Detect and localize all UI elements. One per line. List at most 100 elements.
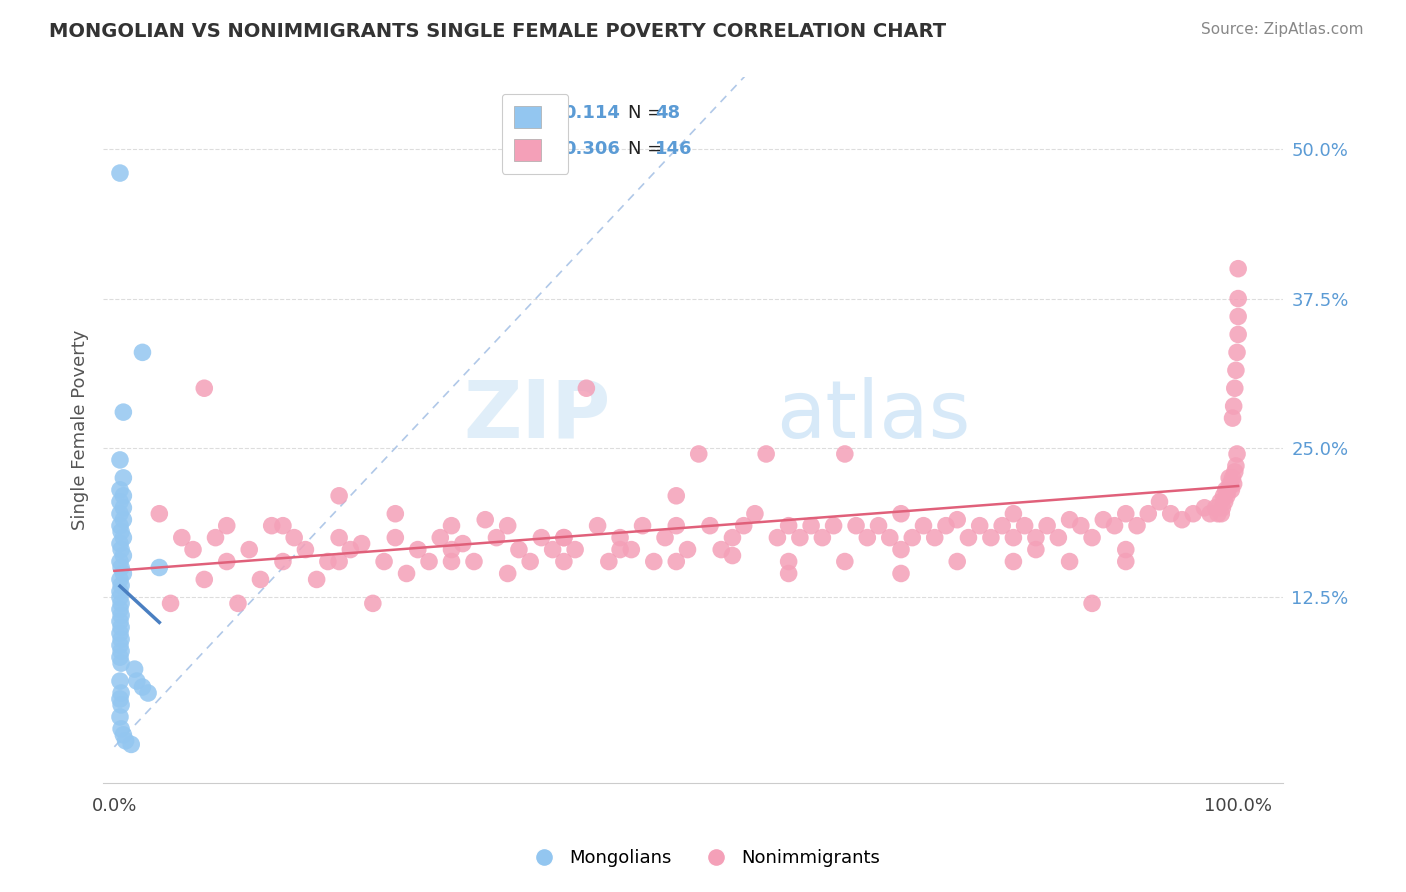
Point xyxy=(665,555,688,569)
Point xyxy=(1182,507,1205,521)
Legend: Mongolians, Nonimmigrants: Mongolians, Nonimmigrants xyxy=(519,842,887,874)
Legend: , : , xyxy=(502,94,568,174)
Point xyxy=(193,381,215,395)
Point xyxy=(1227,261,1250,276)
Point xyxy=(1014,518,1036,533)
Point xyxy=(112,566,135,581)
Text: ZIP: ZIP xyxy=(463,377,610,455)
Point xyxy=(1149,495,1171,509)
Point xyxy=(260,518,283,533)
Point xyxy=(1225,458,1247,473)
Point xyxy=(991,518,1014,533)
Point xyxy=(665,518,688,533)
Point xyxy=(688,447,710,461)
Point xyxy=(1025,542,1047,557)
Point xyxy=(373,555,395,569)
Point xyxy=(108,166,131,180)
Text: 146: 146 xyxy=(655,139,693,158)
Point xyxy=(1222,411,1244,425)
Point xyxy=(1227,310,1250,324)
Point xyxy=(112,513,135,527)
Point xyxy=(193,573,215,587)
Point xyxy=(710,542,733,557)
Point xyxy=(440,542,463,557)
Point xyxy=(721,531,744,545)
Point xyxy=(778,518,800,533)
Point xyxy=(1036,518,1059,533)
Point xyxy=(440,518,463,533)
Point xyxy=(114,734,136,748)
Point xyxy=(384,531,406,545)
Point xyxy=(215,518,238,533)
Point xyxy=(969,518,991,533)
Point xyxy=(778,555,800,569)
Text: 0.114: 0.114 xyxy=(564,104,620,122)
Point xyxy=(789,531,811,545)
Point xyxy=(108,591,131,605)
Point xyxy=(631,518,654,533)
Point xyxy=(294,542,316,557)
Point xyxy=(935,518,957,533)
Point xyxy=(108,453,131,467)
Point xyxy=(429,531,451,545)
Point xyxy=(755,447,778,461)
Point xyxy=(215,555,238,569)
Point xyxy=(159,596,181,610)
Point xyxy=(124,662,146,676)
Point xyxy=(1222,471,1244,485)
Point xyxy=(553,531,575,545)
Point xyxy=(699,518,721,533)
Point xyxy=(879,531,901,545)
Point xyxy=(598,555,620,569)
Point xyxy=(131,680,153,694)
Point xyxy=(110,698,132,712)
Point xyxy=(226,596,249,610)
Point xyxy=(496,566,519,581)
Point xyxy=(1211,500,1233,515)
Point xyxy=(1047,531,1070,545)
Point xyxy=(305,573,328,587)
Point xyxy=(553,531,575,545)
Point xyxy=(800,518,823,533)
Point xyxy=(451,536,474,550)
Point xyxy=(1223,381,1246,395)
Point xyxy=(665,489,688,503)
Point xyxy=(845,518,868,533)
Point xyxy=(957,531,980,545)
Point xyxy=(112,500,135,515)
Point xyxy=(283,531,305,545)
Point xyxy=(541,542,564,557)
Point xyxy=(1092,513,1115,527)
Point xyxy=(620,542,643,557)
Point xyxy=(108,584,131,599)
Point xyxy=(112,471,135,485)
Point xyxy=(519,555,541,569)
Text: N =: N = xyxy=(628,104,668,122)
Point xyxy=(395,566,418,581)
Point xyxy=(110,620,132,634)
Point xyxy=(112,549,135,563)
Point xyxy=(1115,542,1137,557)
Point xyxy=(1215,483,1237,497)
Point xyxy=(1115,555,1137,569)
Point xyxy=(1220,483,1243,497)
Point xyxy=(238,542,260,557)
Point xyxy=(508,542,530,557)
Point xyxy=(1216,489,1239,503)
Point xyxy=(496,518,519,533)
Text: 0.306: 0.306 xyxy=(564,139,620,158)
Point xyxy=(110,656,132,670)
Point xyxy=(1209,495,1232,509)
Point xyxy=(1222,476,1244,491)
Point xyxy=(1115,507,1137,521)
Point xyxy=(1002,531,1025,545)
Point xyxy=(108,507,131,521)
Point xyxy=(1199,507,1222,521)
Point xyxy=(946,555,969,569)
Point xyxy=(110,596,132,610)
Point xyxy=(1137,507,1160,521)
Point xyxy=(1059,555,1081,569)
Point xyxy=(108,674,131,689)
Point xyxy=(148,507,170,521)
Point xyxy=(575,381,598,395)
